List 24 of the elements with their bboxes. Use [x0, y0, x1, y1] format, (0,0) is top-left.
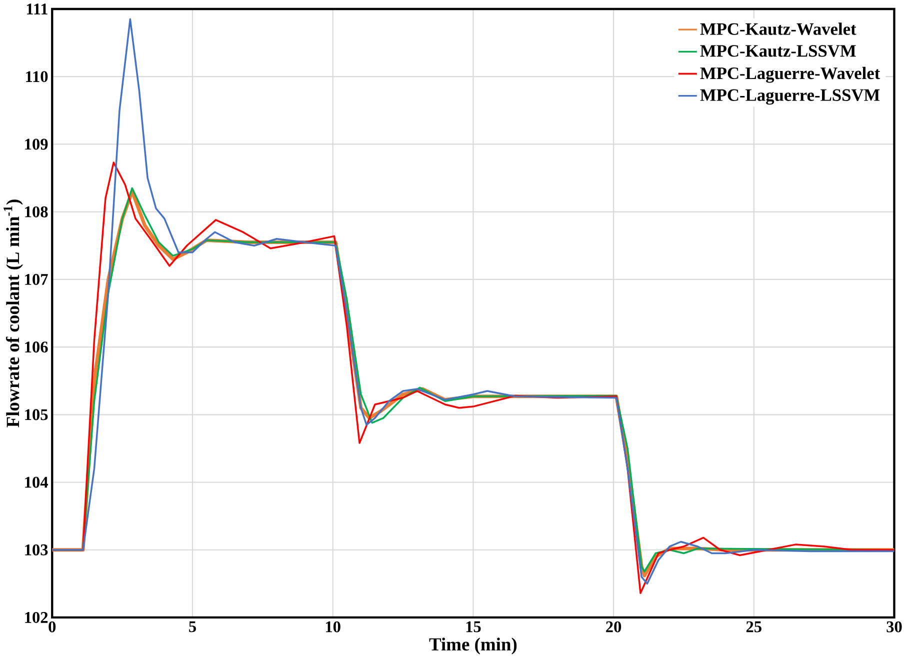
x-tick-label: 30	[886, 621, 902, 632]
y-tick-label: 106	[25, 342, 48, 353]
x-tick-label: 15	[466, 621, 481, 632]
y-tick-label: 105	[25, 409, 48, 420]
legend-label: MPC-Laguerre-LSSVM	[700, 89, 880, 105]
legend-label: MPC-Kautz-LSSVM	[700, 45, 856, 57]
x-axis-title: Time (min)	[429, 638, 517, 654]
x-tick-label: 0	[48, 621, 56, 632]
legend-label: MPC-Laguerre-Wavelet	[700, 66, 880, 83]
x-tick-label: 20	[606, 621, 622, 632]
x-tick-label: 25	[746, 621, 762, 632]
y-tick-label: 109	[25, 138, 48, 150]
y-tick-label: 107	[25, 274, 48, 285]
y-axis-title: Flowrate of coolant (L min$^{-1}$)	[4, 200, 23, 428]
y-tick-label: 104	[25, 476, 48, 488]
y-tick-label: 111	[26, 4, 48, 14]
y-tick-label: 108	[25, 206, 48, 218]
x-tick-label: 10	[326, 621, 340, 632]
y-tick-label: 110	[26, 71, 48, 82]
line-series	[52, 18, 894, 585]
legend-label: MPC-Kautz-Wavelet	[700, 22, 856, 36]
y-tick-label: 102	[25, 612, 48, 623]
x-tick-label: 5	[189, 621, 196, 632]
y-tick-label: 103	[25, 544, 48, 556]
